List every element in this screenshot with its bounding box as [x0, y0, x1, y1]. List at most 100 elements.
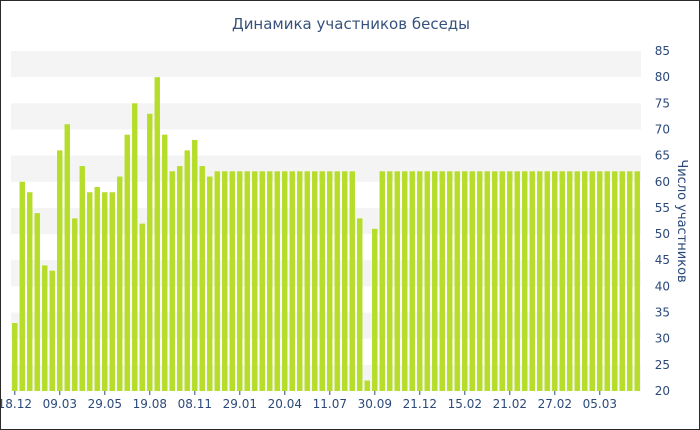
grid-band	[11, 312, 641, 339]
x-tick-label: 30.09	[358, 397, 392, 411]
bar[interactable]	[267, 171, 273, 391]
bar[interactable]	[469, 171, 475, 391]
bar[interactable]	[499, 171, 505, 391]
grid-band	[11, 103, 641, 130]
bar[interactable]	[274, 171, 280, 391]
x-tick-label: 27.02	[538, 397, 572, 411]
y-tick-label: 20	[655, 384, 670, 398]
x-tick-label: 18.12	[1, 397, 32, 411]
bar[interactable]	[259, 171, 265, 391]
bar[interactable]	[237, 171, 243, 391]
bar[interactable]	[589, 171, 595, 391]
bar[interactable]	[72, 218, 78, 391]
bar[interactable]	[94, 187, 100, 391]
bar[interactable]	[567, 171, 573, 391]
bar[interactable]	[342, 171, 348, 391]
bar[interactable]	[124, 134, 130, 391]
bar[interactable]	[297, 171, 303, 391]
bar[interactable]	[117, 176, 123, 391]
grid-band	[11, 155, 641, 182]
bar[interactable]	[454, 171, 460, 391]
bar[interactable]	[304, 171, 310, 391]
bar[interactable]	[79, 166, 85, 391]
bar[interactable]	[154, 77, 160, 392]
bar[interactable]	[289, 171, 295, 391]
bar[interactable]	[49, 270, 55, 391]
bar[interactable]	[627, 171, 633, 391]
bar[interactable]	[574, 171, 580, 391]
bar[interactable]	[42, 265, 48, 391]
bar[interactable]	[462, 171, 468, 391]
bar[interactable]	[349, 171, 355, 391]
bar[interactable]	[372, 228, 378, 391]
bar[interactable]	[12, 323, 18, 391]
bar[interactable]	[447, 171, 453, 391]
bar[interactable]	[132, 103, 138, 391]
bar[interactable]	[507, 171, 513, 391]
bar[interactable]	[529, 171, 535, 391]
bar[interactable]	[312, 171, 318, 391]
bar[interactable]	[544, 171, 550, 391]
bar[interactable]	[319, 171, 325, 391]
x-tick-label: 21.12	[403, 397, 437, 411]
bar[interactable]	[109, 192, 115, 391]
bar[interactable]	[424, 171, 430, 391]
bar[interactable]	[582, 171, 588, 391]
bar[interactable]	[244, 171, 250, 391]
bar[interactable]	[409, 171, 415, 391]
bar[interactable]	[604, 171, 610, 391]
bar[interactable]	[619, 171, 625, 391]
bar[interactable]	[439, 171, 445, 391]
bar[interactable]	[402, 171, 408, 391]
bar[interactable]	[252, 171, 258, 391]
bar[interactable]	[492, 171, 498, 391]
y-tick-label: 55	[655, 201, 670, 215]
bar[interactable]	[387, 171, 393, 391]
bar[interactable]	[432, 171, 438, 391]
bar[interactable]	[64, 124, 70, 391]
bar[interactable]	[484, 171, 490, 391]
bar[interactable]	[282, 171, 288, 391]
bar[interactable]	[514, 171, 520, 391]
x-axis-ticks: 18.12 09.03 29.05 19.08 08.11 29.01 20.04 11.07…	[1, 391, 617, 411]
bar[interactable]	[379, 171, 385, 391]
bar[interactable]	[192, 139, 198, 391]
bar[interactable]	[559, 171, 565, 391]
bar[interactable]	[177, 166, 183, 391]
bar[interactable]	[184, 150, 190, 391]
bar[interactable]	[27, 192, 33, 391]
bar[interactable]	[199, 166, 205, 391]
bar[interactable]	[57, 150, 63, 391]
bar[interactable]	[19, 181, 25, 391]
bar[interactable]	[537, 171, 543, 391]
bar[interactable]	[207, 176, 213, 391]
bar[interactable]	[634, 171, 640, 391]
bar[interactable]	[522, 171, 528, 391]
bar[interactable]	[394, 171, 400, 391]
bar[interactable]	[327, 171, 333, 391]
bar[interactable]	[34, 213, 40, 391]
x-tick-label: 11.07	[313, 397, 347, 411]
y-axis-label: Число участников	[674, 159, 689, 282]
bar[interactable]	[417, 171, 423, 391]
bar[interactable]	[364, 380, 370, 391]
bar[interactable]	[102, 192, 108, 391]
bar[interactable]	[139, 223, 145, 391]
bar[interactable]	[222, 171, 228, 391]
y-tick-label: 65	[655, 149, 670, 163]
bar[interactable]	[334, 171, 340, 391]
bar[interactable]	[357, 218, 363, 391]
bar[interactable]	[477, 171, 483, 391]
bar[interactable]	[552, 171, 558, 391]
bar[interactable]	[229, 171, 235, 391]
bar[interactable]	[147, 113, 153, 392]
bar[interactable]	[214, 171, 220, 391]
bar[interactable]	[87, 192, 93, 391]
bar[interactable]	[169, 171, 175, 391]
bar[interactable]	[162, 134, 168, 391]
y-tick-label: 50	[655, 227, 670, 241]
bar[interactable]	[612, 171, 618, 391]
bar[interactable]	[597, 171, 603, 391]
